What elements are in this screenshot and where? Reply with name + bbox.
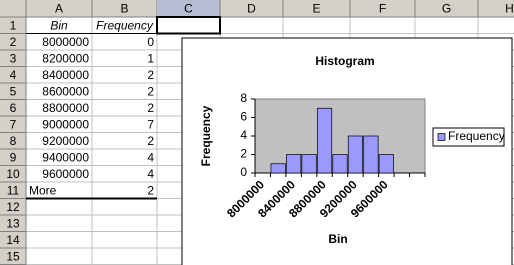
cell-text[interactable]: 7 [147,117,154,131]
bar [347,135,364,174]
row-header[interactable]: 1 [10,18,17,32]
cell-text[interactable]: 0 [147,35,154,49]
cell-text[interactable]: 2 [147,84,154,98]
column-header[interactable]: A [55,2,63,16]
row-header[interactable]: 6 [10,101,17,115]
legend-box [432,127,505,147]
x-axis-label: Bin [328,232,347,246]
column-header[interactable]: F [379,2,386,16]
column-header-bar [0,0,514,17]
column-header[interactable]: D [247,2,256,16]
row-header[interactable]: 14 [6,233,20,247]
bar [363,135,379,174]
legend-label: Frequency [448,129,505,143]
cell-text[interactable]: 8800000 [42,101,89,115]
cell-text[interactable]: Frequency [96,18,154,32]
y-tick-label: 8 [240,91,247,105]
row-header[interactable]: 2 [10,35,17,49]
cell-text[interactable]: 8200000 [42,51,89,65]
bar [378,154,394,174]
column-header[interactable]: E [312,2,320,16]
y-tick-label: 4 [240,128,247,142]
chart-title: Histogram [315,54,374,68]
cell-text[interactable]: 9400000 [42,150,89,164]
selected-column-header [157,0,220,17]
cell-text[interactable]: More [29,183,57,197]
cell-text[interactable]: 8600000 [42,84,89,98]
row-header[interactable]: 9 [10,150,17,164]
cell-text[interactable]: Bin [50,18,68,32]
bar [316,107,333,174]
cell-text[interactable]: 2 [147,68,154,82]
bar [270,163,286,174]
active-cell [156,16,221,35]
row-header[interactable]: 3 [10,51,17,65]
column-header[interactable]: G [442,2,451,16]
cell-text[interactable]: 2 [147,101,154,115]
column-header[interactable]: H [505,2,514,16]
cell-text[interactable]: 2 [147,134,154,148]
bar [286,154,302,174]
cell-text[interactable]: 9000000 [42,117,89,131]
cell-text[interactable]: 4 [147,167,154,181]
bar [332,154,348,174]
legend-swatch [437,133,446,141]
row-header[interactable]: 12 [6,200,20,214]
row-header[interactable]: 11 [7,183,20,197]
row-header[interactable]: 15 [6,249,20,263]
cell-text[interactable]: 4 [147,150,154,164]
cell-text[interactable]: 8400000 [42,68,89,82]
y-tick-label: 2 [240,147,247,161]
row-header[interactable]: 4 [10,68,17,82]
y-axis-label: Frequency [199,105,213,166]
y-tick-label: 6 [240,110,247,124]
cell-text[interactable]: 1 [147,51,154,65]
row-header[interactable]: 13 [6,216,20,230]
chart: Histogram0246880000008400000880000092000… [181,37,513,265]
cell-text[interactable]: 9600000 [42,167,89,181]
legend: Frequency [432,127,505,147]
cell-text[interactable]: 8000000 [42,35,89,49]
cell-text[interactable]: 2 [147,183,154,197]
column-header[interactable]: C [184,2,193,16]
bar [301,154,317,174]
row-header[interactable]: 5 [10,84,17,98]
row-header[interactable]: 7 [10,117,17,131]
cell-text[interactable]: 9200000 [42,134,89,148]
y-tick-label: 0 [240,165,247,179]
column-header[interactable]: B [120,2,128,16]
row-header[interactable]: 10 [6,167,20,181]
row-header[interactable]: 8 [10,134,17,148]
